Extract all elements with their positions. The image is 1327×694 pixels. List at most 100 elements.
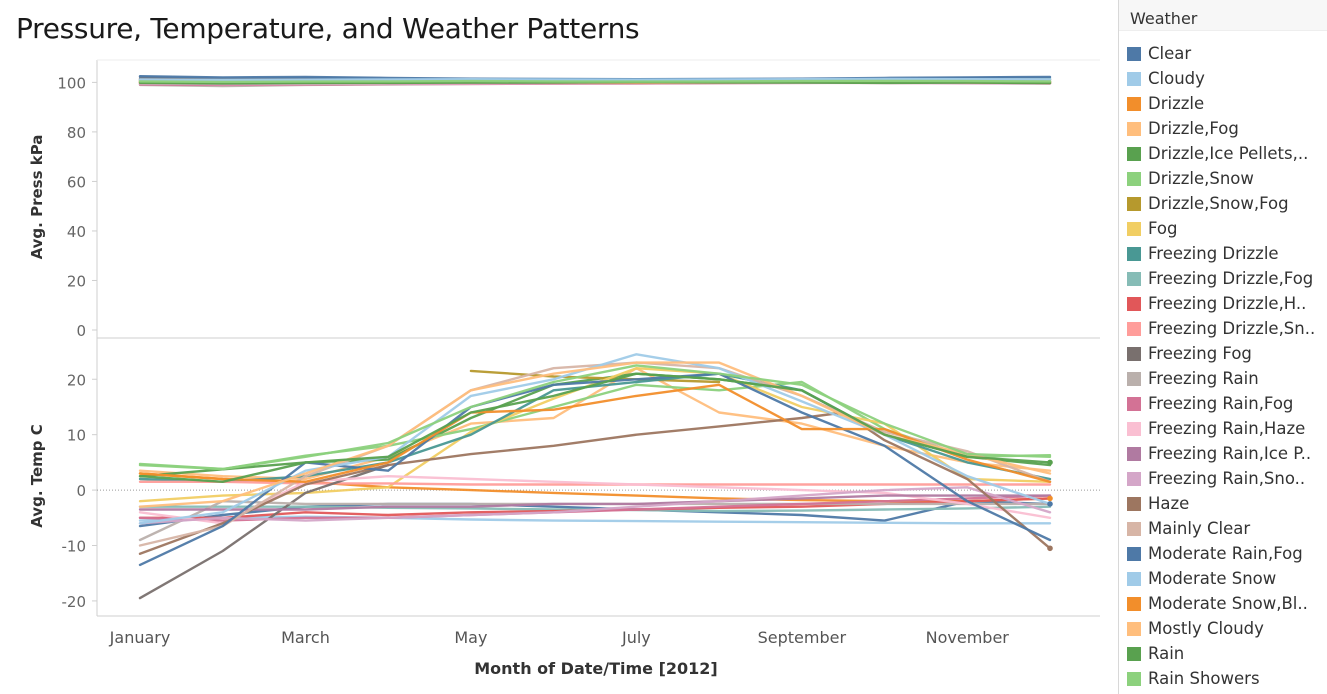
- legend-item[interactable]: Freezing Rain,Sno..: [1127, 466, 1305, 491]
- legend-swatch: [1127, 96, 1141, 111]
- series-line-temperature-18: [138, 411, 1052, 555]
- legend-item[interactable]: Freezing Fog: [1127, 341, 1252, 366]
- legend-swatch: [1127, 221, 1141, 236]
- legend-swatch: [1127, 46, 1141, 61]
- series-line-pressure-25: [138, 79, 1052, 84]
- legend-swatch: [1127, 421, 1141, 436]
- legend-item[interactable]: Freezing Rain,Fog: [1127, 391, 1293, 416]
- series-layer: [138, 74, 1053, 600]
- series-line-temperature-25: [138, 364, 1052, 471]
- legend-swatch: [1127, 171, 1141, 186]
- y-tick-label: 20: [67, 272, 86, 290]
- series-line-temperature-17: [138, 486, 1052, 525]
- legend-swatch: [1127, 496, 1141, 511]
- legend-label: Freezing Rain: [1148, 369, 1259, 388]
- legend-label: Moderate Rain,Fog: [1148, 544, 1303, 563]
- legend-swatch: [1127, 271, 1141, 286]
- legend-swatch: [1127, 471, 1141, 486]
- series-end-marker: [1047, 545, 1053, 552]
- legend-item[interactable]: Haze: [1127, 491, 1189, 516]
- legend-item[interactable]: Rain: [1127, 641, 1184, 666]
- legend-swatch: [1127, 321, 1141, 336]
- legend: Weather Clear Cloudy Drizzle Drizzle,Fog Dri…: [1118, 0, 1327, 694]
- legend-item[interactable]: Drizzle,Snow,Fog: [1127, 191, 1289, 216]
- legend-item[interactable]: Freezing Rain: [1127, 366, 1259, 391]
- y-tick-label: 20: [67, 371, 86, 389]
- legend-swatch: [1127, 346, 1141, 361]
- legend-swatch: [1127, 521, 1141, 536]
- series-line-temperature-16: [138, 494, 1052, 511]
- legend-label: Moderate Snow: [1148, 569, 1277, 588]
- legend-label: Rain Showers: [1148, 669, 1260, 688]
- x-tick-label: July: [621, 628, 651, 647]
- chart-area: Avg. Press kPa Avg. Temp C Month of Date…: [28, 59, 1100, 678]
- legend-swatch: [1127, 546, 1141, 561]
- y-tick-label: 60: [67, 173, 86, 191]
- legend-swatch: [1127, 571, 1141, 586]
- legend-swatch: [1127, 396, 1141, 411]
- y-tick-label: -10: [62, 538, 87, 556]
- legend-swatch: [1127, 121, 1141, 136]
- legend-item[interactable]: Clear: [1127, 41, 1191, 66]
- y-tick-label: 0: [76, 482, 86, 500]
- legend-swatch: [1127, 621, 1141, 636]
- legend-swatch: [1127, 296, 1141, 311]
- y-tick-label: 100: [57, 74, 86, 92]
- legend-item[interactable]: Freezing Drizzle,Sn..: [1127, 316, 1315, 341]
- legend-label: Freezing Drizzle,Sn..: [1148, 319, 1316, 338]
- legend-label: Mostly Cloudy: [1148, 619, 1264, 638]
- y-tick-label: 80: [67, 124, 86, 142]
- y-axis-label-pressure: Avg. Press kPa: [28, 135, 46, 260]
- series-line-temperature-20: [138, 372, 1052, 567]
- legend-item[interactable]: Moderate Snow,Bl..: [1127, 591, 1308, 616]
- legend-item[interactable]: Freezing Drizzle,H..: [1127, 291, 1306, 316]
- axis-layer: Avg. Press kPa Avg. Temp C Month of Date…: [28, 74, 1009, 678]
- legend-item[interactable]: Freezing Rain,Haze: [1127, 416, 1305, 441]
- legend-item[interactable]: Drizzle: [1127, 91, 1204, 116]
- legend-label: Fog: [1148, 219, 1178, 238]
- legend-label: Drizzle,Ice Pellets,..: [1148, 144, 1309, 163]
- series-line-temperature-14: [138, 494, 1052, 522]
- x-tick-label: September: [758, 628, 847, 647]
- grid-layer: [92, 59, 1100, 617]
- legend-item[interactable]: Freezing Rain,Ice P..: [1127, 441, 1311, 466]
- legend-label: Freezing Rain,Ice P..: [1148, 444, 1312, 463]
- legend-label: Moderate Snow,Bl..: [1148, 594, 1308, 613]
- legend-label: Drizzle,Fog: [1148, 119, 1239, 138]
- series-line-temperature-1: [138, 515, 1052, 525]
- legend-item[interactable]: Freezing Drizzle,Fog: [1127, 266, 1313, 291]
- x-tick-label: November: [926, 628, 1010, 647]
- legend-item[interactable]: Drizzle,Fog: [1127, 116, 1239, 141]
- legend-item[interactable]: Mostly Cloudy: [1127, 616, 1264, 641]
- x-tick-label: March: [281, 628, 330, 647]
- x-axis-label: Month of Date/Time [2012]: [474, 659, 718, 678]
- legend-item[interactable]: Mainly Clear: [1127, 516, 1250, 541]
- legend-item[interactable]: Drizzle,Snow: [1127, 166, 1254, 191]
- legend-swatch: [1127, 646, 1141, 661]
- legend-item[interactable]: Freezing Drizzle: [1127, 241, 1279, 266]
- legend-item[interactable]: Cloudy: [1127, 66, 1205, 91]
- series-line-temperature-24: [138, 372, 1052, 483]
- legend-item[interactable]: Drizzle,Ice Pellets,..: [1127, 141, 1308, 166]
- legend-item[interactable]: Moderate Snow: [1127, 566, 1276, 591]
- y-tick-label: 40: [67, 223, 86, 241]
- legend-label: Cloudy: [1148, 69, 1205, 88]
- legend-label: Freezing Rain,Haze: [1148, 419, 1306, 438]
- series-end-marker: [1047, 501, 1053, 507]
- legend-label: Drizzle: [1148, 94, 1205, 113]
- legend-item[interactable]: Rain Showers: [1127, 666, 1260, 691]
- legend-label: Freezing Drizzle,Fog: [1148, 269, 1314, 288]
- y-tick-label: -20: [62, 593, 87, 611]
- legend-label: Rain: [1148, 644, 1185, 663]
- x-tick-label: January: [109, 628, 171, 647]
- legend-label: Mainly Clear: [1148, 519, 1251, 538]
- legend-item[interactable]: Fog: [1127, 216, 1177, 241]
- legend-title: Weather: [1119, 0, 1327, 31]
- legend-swatch: [1127, 371, 1141, 386]
- legend-swatch: [1127, 671, 1141, 686]
- series-line-temperature-22: [138, 383, 1052, 483]
- series-end-marker: [1047, 495, 1053, 502]
- series-line-temperature-6: [469, 369, 721, 384]
- legend-item[interactable]: Moderate Rain,Fog: [1127, 541, 1303, 566]
- series-line-pressure-21: [138, 77, 1052, 82]
